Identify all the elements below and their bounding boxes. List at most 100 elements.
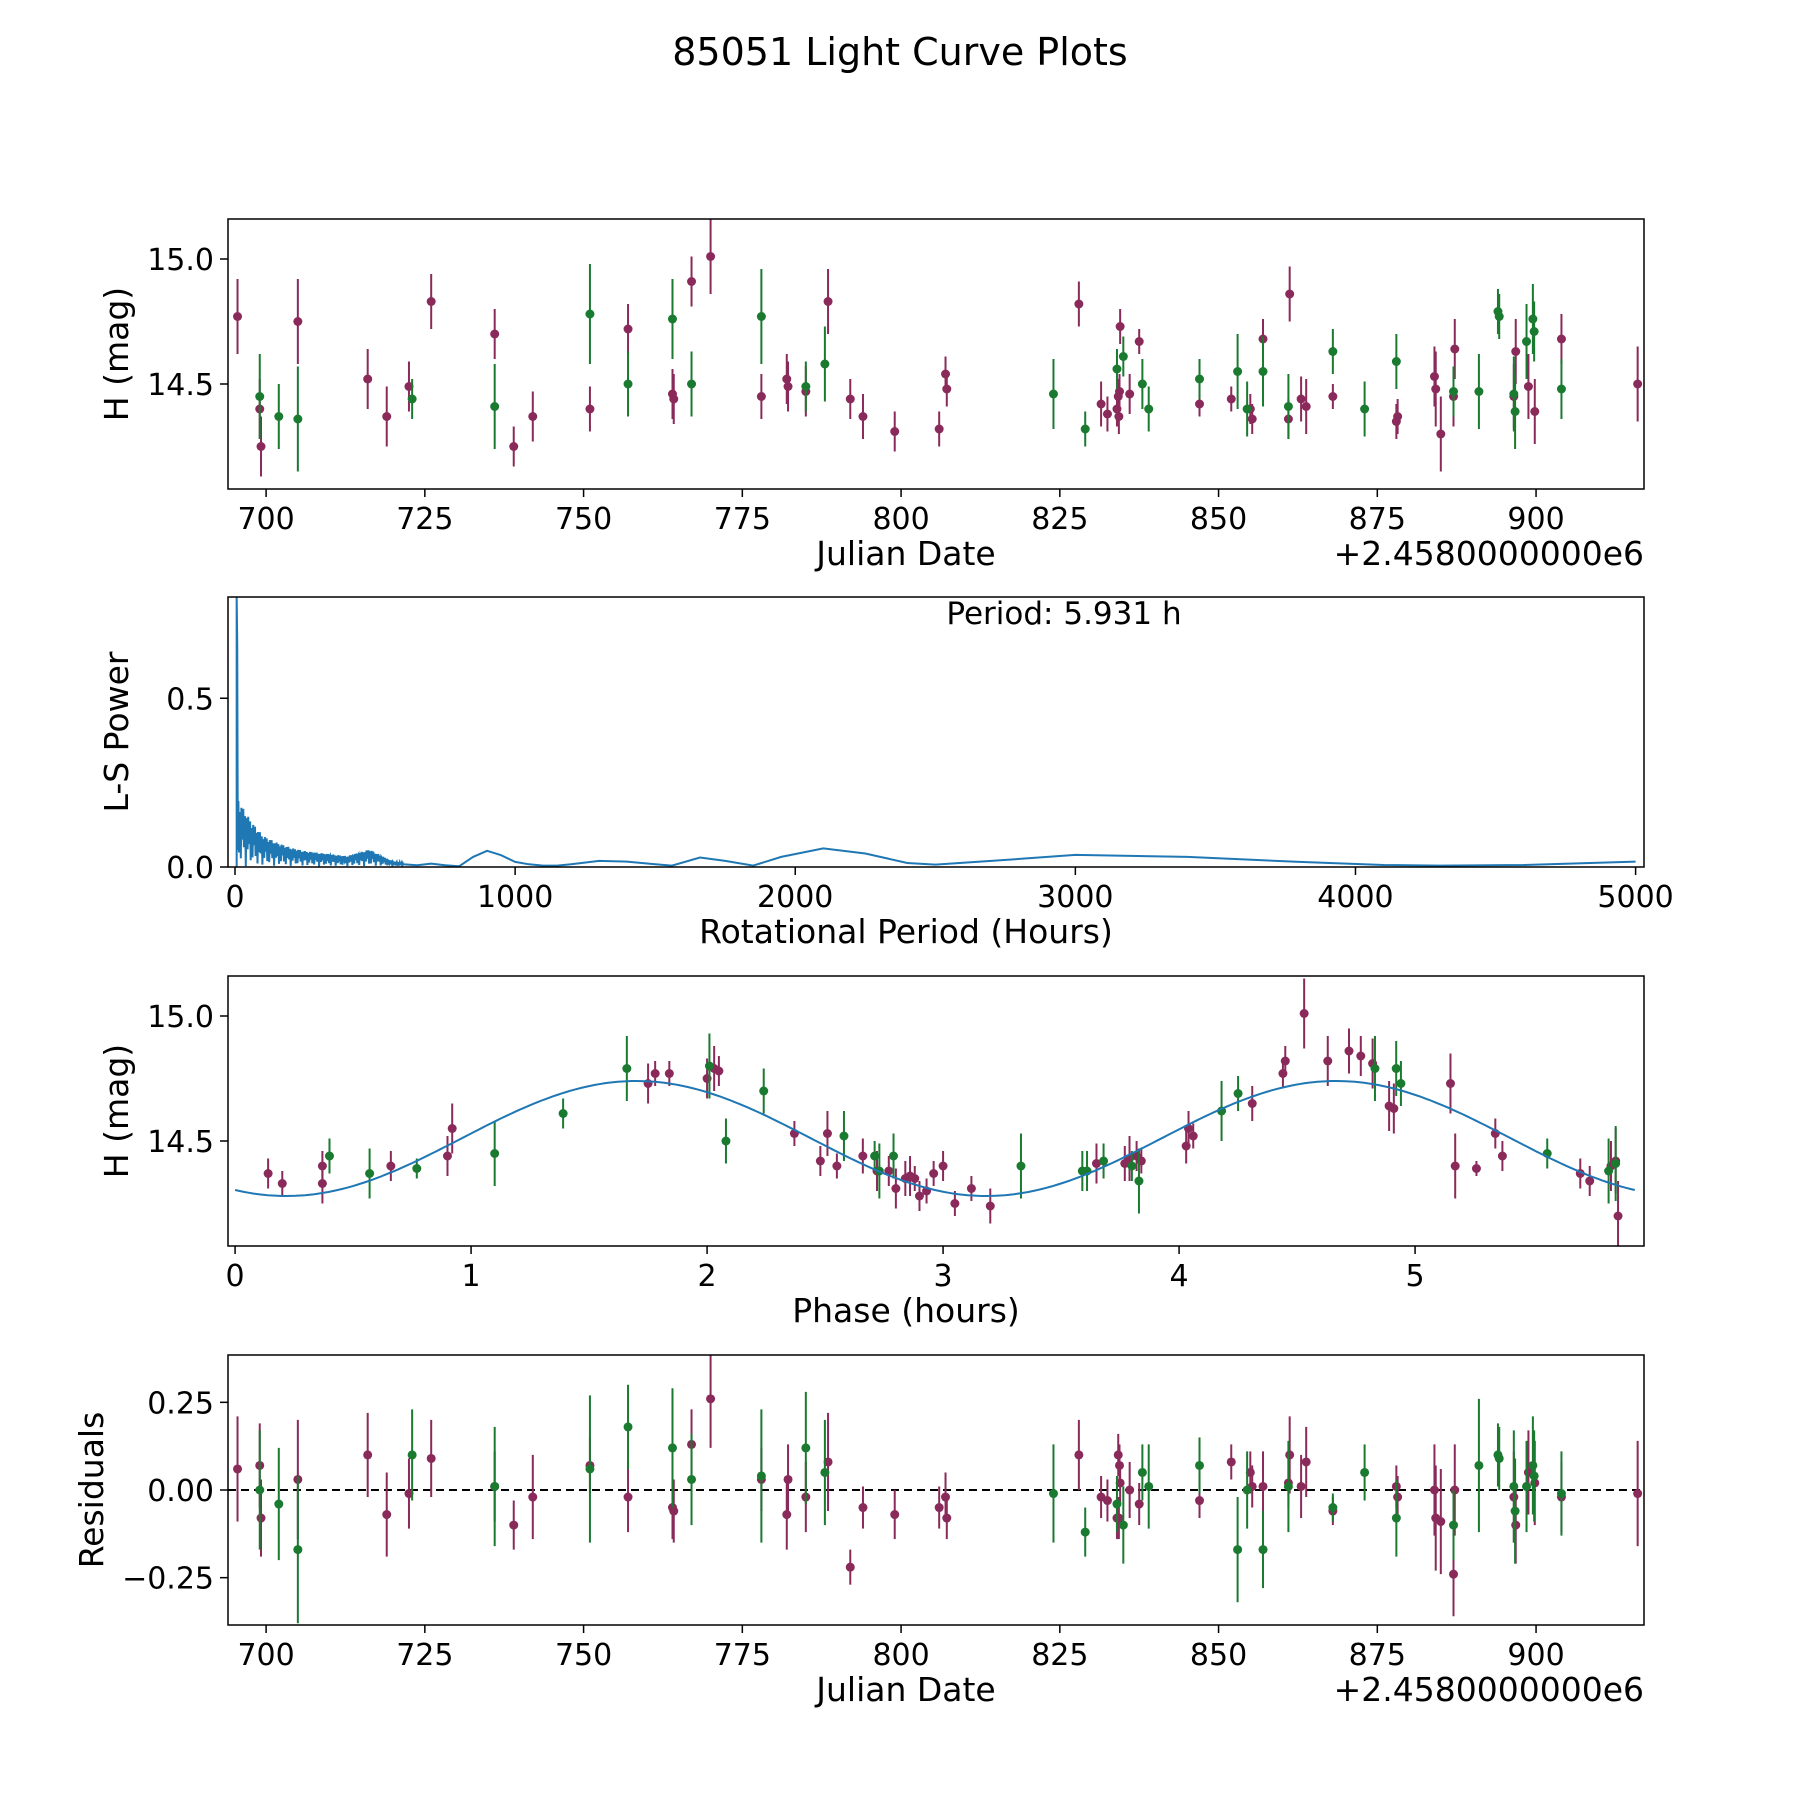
y-tick-label: 15.0 bbox=[147, 1000, 214, 1035]
data-point bbox=[407, 1450, 417, 1460]
data-point bbox=[1328, 1503, 1338, 1513]
x-axis-offset-label: +2.4580000000e6 bbox=[1334, 1670, 1644, 1709]
data-point bbox=[942, 384, 952, 394]
data-point bbox=[1091, 1159, 1101, 1168]
x-tick-label: 825 bbox=[1031, 1638, 1088, 1673]
data-point bbox=[1118, 352, 1128, 361]
data-point bbox=[1474, 1460, 1484, 1470]
data-point bbox=[1556, 334, 1566, 344]
data-point bbox=[1285, 1450, 1295, 1460]
data-point bbox=[1102, 1496, 1112, 1506]
data-point bbox=[365, 1169, 375, 1178]
data-point bbox=[363, 1450, 373, 1460]
data-point bbox=[929, 1169, 939, 1178]
data-point bbox=[756, 312, 766, 321]
data-point bbox=[274, 412, 284, 421]
data-point bbox=[1118, 1520, 1128, 1530]
x-tick-label: 700 bbox=[237, 502, 294, 537]
data-point bbox=[382, 412, 392, 421]
data-point bbox=[1556, 1489, 1566, 1499]
data-point bbox=[938, 1161, 948, 1171]
data-point bbox=[941, 1492, 951, 1502]
data-point bbox=[426, 297, 436, 306]
data-point bbox=[1556, 384, 1566, 394]
data-point bbox=[942, 1513, 952, 1523]
data-point bbox=[1195, 374, 1205, 384]
data-point bbox=[1522, 337, 1532, 346]
periodogram-frame bbox=[227, 596, 1645, 868]
data-point bbox=[324, 1151, 334, 1161]
x-tick-label: 2000 bbox=[757, 880, 833, 915]
data-point bbox=[1301, 402, 1311, 411]
data-point bbox=[1511, 347, 1521, 356]
data-point bbox=[858, 412, 868, 421]
x-tick-label: 3000 bbox=[1037, 880, 1113, 915]
data-point bbox=[1233, 1545, 1243, 1555]
data-point bbox=[1393, 1492, 1403, 1502]
data-point bbox=[910, 1174, 920, 1183]
data-point bbox=[1391, 357, 1401, 366]
data-point bbox=[839, 1131, 849, 1141]
x-tick-label: 850 bbox=[1190, 502, 1247, 537]
data-point bbox=[1530, 407, 1540, 416]
data-point bbox=[1296, 394, 1306, 404]
panel-periodogram: Period: 5.931 h 0 1000 2000 3000 4000 5000 0.0 0… bbox=[97, 596, 1674, 951]
data-point bbox=[1188, 1131, 1198, 1141]
data-point bbox=[1195, 1496, 1205, 1506]
data-point bbox=[585, 309, 595, 319]
data-point bbox=[1115, 322, 1125, 331]
data-point bbox=[623, 379, 633, 389]
data-point bbox=[412, 1164, 422, 1173]
y-axis-label: Residuals bbox=[72, 1412, 111, 1569]
data-point bbox=[1450, 1485, 1460, 1495]
data-point bbox=[1396, 1079, 1406, 1088]
data-point bbox=[1528, 1460, 1538, 1470]
data-point bbox=[1604, 1166, 1614, 1176]
x-tick-label: 4 bbox=[1170, 1259, 1189, 1294]
data-point bbox=[1523, 382, 1533, 391]
data-point bbox=[1611, 1159, 1621, 1168]
data-point bbox=[1449, 1569, 1459, 1579]
phased-plot-area bbox=[234, 978, 1636, 1246]
data-point bbox=[1099, 1156, 1109, 1166]
residuals-series-green bbox=[255, 1384, 1566, 1624]
data-point bbox=[1258, 1481, 1268, 1491]
y-tick-label: 0.0 bbox=[166, 851, 214, 886]
data-point bbox=[1080, 424, 1090, 434]
data-point bbox=[1144, 404, 1154, 414]
data-point bbox=[870, 1151, 880, 1161]
data-point bbox=[858, 1151, 868, 1161]
phased-series-purple bbox=[263, 978, 1623, 1246]
data-point bbox=[1233, 1089, 1243, 1098]
data-point bbox=[1115, 387, 1125, 396]
data-point bbox=[1449, 1520, 1459, 1530]
data-point bbox=[1125, 389, 1135, 399]
x-axis-offset-label: +2.4580000000e6 bbox=[1334, 534, 1644, 573]
data-point bbox=[490, 1481, 500, 1491]
x-tick-label: 750 bbox=[555, 502, 612, 537]
data-point bbox=[490, 1149, 500, 1158]
x-tick-label: 900 bbox=[1507, 1638, 1564, 1673]
data-point bbox=[1445, 1079, 1455, 1088]
data-point bbox=[1585, 1176, 1595, 1186]
data-point bbox=[1074, 299, 1084, 309]
data-point bbox=[1233, 367, 1243, 376]
data-point bbox=[890, 427, 900, 436]
data-point bbox=[1494, 312, 1504, 321]
data-point bbox=[891, 1184, 901, 1193]
data-point bbox=[528, 412, 538, 421]
residuals-plot-area bbox=[228, 1355, 1644, 1624]
x-tick-label: 4000 bbox=[1317, 880, 1393, 915]
x-tick-label: 875 bbox=[1349, 502, 1406, 537]
data-point bbox=[1474, 387, 1484, 396]
data-point bbox=[623, 324, 633, 334]
data-point bbox=[832, 1161, 842, 1171]
data-point bbox=[782, 374, 792, 384]
x-tick-label: 1000 bbox=[477, 880, 553, 915]
data-point bbox=[442, 1151, 452, 1161]
data-point bbox=[558, 1109, 568, 1118]
x-axis-label: Rotational Period (Hours) bbox=[699, 912, 1113, 951]
data-point bbox=[1509, 1481, 1519, 1491]
data-point bbox=[1633, 379, 1643, 389]
data-point bbox=[820, 1467, 830, 1477]
